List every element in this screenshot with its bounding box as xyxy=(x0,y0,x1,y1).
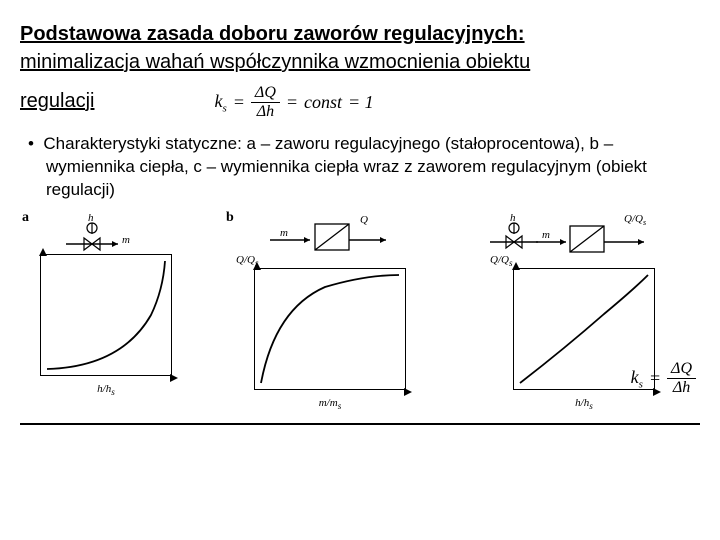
label-m-c: m xyxy=(542,229,550,241)
panel-a-plot xyxy=(40,254,172,381)
title-line2: minimalizacja wahań współczynnika wzmocn… xyxy=(20,51,530,73)
side-formula: ks = ΔQ Δh xyxy=(631,360,696,397)
panel-b-xlabel: m/ms xyxy=(319,397,342,411)
panel-a-schematic: h m xyxy=(56,210,156,254)
label-m: m xyxy=(122,234,130,246)
plot-b-svg xyxy=(254,268,406,390)
panel-a-label: a xyxy=(22,210,29,226)
panel-b-label: b xyxy=(226,210,234,226)
panel-a: a h m h/hs xyxy=(26,210,186,411)
label-h: h xyxy=(88,212,94,224)
panel-a-xlabel: h/hs xyxy=(97,383,115,397)
formula-row: regulacji ks = ΔQ Δh = const = 1 xyxy=(20,84,700,121)
diagram-row: a h m h/hs b Q xyxy=(20,210,700,411)
x-arrow-b xyxy=(404,388,412,396)
y-arrow-b xyxy=(253,262,261,270)
label-h-c: h xyxy=(510,212,516,224)
bullet-item: • Charakterystyki statyczne: a – zaworu … xyxy=(28,133,700,202)
panel-b-schematic: Q m xyxy=(260,210,400,254)
bottom-divider xyxy=(20,423,700,425)
plot-a-svg xyxy=(40,254,172,376)
title-line3: regulacji xyxy=(20,87,94,115)
title-bold: Podstawowa zasada doboru zaworów regulac… xyxy=(20,23,525,45)
panel-b: b Q m Q/Qs m/ms xyxy=(230,210,430,411)
y-arrow xyxy=(39,248,47,256)
label-QQs: Q/Qs xyxy=(624,213,646,227)
x-arrow xyxy=(170,374,178,382)
panel-c-ylabel: Q/Qs xyxy=(490,254,513,268)
panel-c-xlabel: h/hs xyxy=(575,397,593,411)
panel-b-plot xyxy=(254,268,406,395)
label-m-b: m xyxy=(280,227,288,239)
label-Q: Q xyxy=(360,214,368,226)
y-arrow-c xyxy=(512,262,520,270)
main-formula: ks = ΔQ Δh = const = 1 xyxy=(214,84,373,121)
panel-c-schematic: h Q/Qs m xyxy=(484,210,684,254)
slide-title: Podstawowa zasada doboru zaworów regulac… xyxy=(20,20,700,76)
